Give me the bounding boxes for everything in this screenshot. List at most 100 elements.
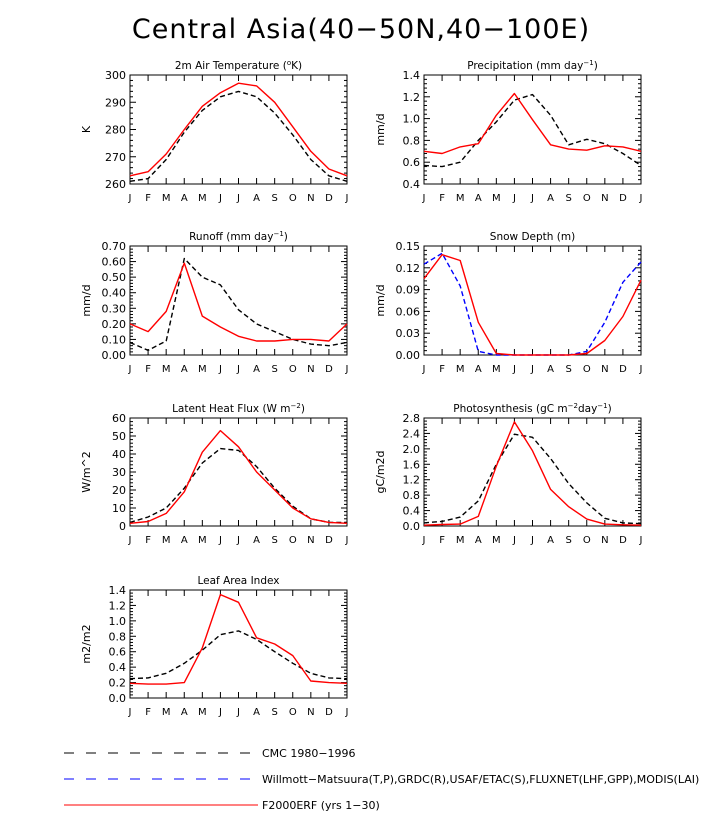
- y-tick-label: 50: [112, 430, 126, 443]
- plot-frame: [423, 245, 642, 356]
- y-axis-label: W/m^2: [80, 451, 93, 493]
- x-tick-label: J: [530, 535, 534, 546]
- x-tick-label: S: [565, 535, 571, 546]
- x-tick-label: A: [181, 193, 188, 204]
- series-line-1: [423, 93, 642, 168]
- x-tick-label: M: [456, 535, 465, 546]
- y-tick-label: 300: [105, 69, 126, 82]
- y-tick-label: 1.4: [403, 69, 421, 82]
- x-tick-label: M: [198, 193, 207, 204]
- x-tick-label: M: [198, 707, 207, 718]
- x-tick-label: D: [619, 535, 627, 546]
- y-tick-label: 0.06: [396, 305, 421, 318]
- x-tick-label: M: [456, 364, 465, 375]
- x-tick-label: J: [236, 535, 240, 546]
- x-tick-label: D: [325, 193, 333, 204]
- panel-6: Photosynthesis (gC m−2day−1) 0.0 0.4 0.8 1.2…: [374, 402, 642, 546]
- x-tick-label: A: [547, 535, 554, 546]
- x-tick-label: M: [198, 364, 207, 375]
- y-tick-label: 10: [112, 502, 126, 515]
- y-tick-label: 260: [105, 178, 126, 191]
- x-tick-label: A: [181, 535, 188, 546]
- x-tick-label: D: [325, 707, 333, 718]
- y-tick-label: 0.00: [102, 349, 127, 362]
- x-tick-label: J: [422, 193, 426, 204]
- x-tick-label: A: [475, 535, 482, 546]
- x-tick-label: F: [145, 707, 151, 718]
- x-tick-label: A: [181, 707, 188, 718]
- y-tick-label: 290: [105, 96, 126, 109]
- y-tick-label: 1.2: [403, 91, 421, 104]
- series-line-1: [423, 433, 642, 525]
- x-tick-label: S: [271, 707, 277, 718]
- x-tick-label: J: [218, 364, 222, 375]
- y-axis-label: K: [80, 125, 93, 133]
- y-tick-label: 0.8: [403, 489, 421, 502]
- x-tick-label: J: [639, 193, 643, 204]
- y-tick-label: 0.8: [403, 134, 421, 147]
- legend-label: F2000ERF (yrs 1−30): [262, 799, 380, 812]
- y-axis-label: mm/d: [374, 284, 387, 316]
- plot-frame: [423, 417, 642, 527]
- x-tick-label: J: [345, 193, 349, 204]
- legend-item-1: CMC 1980−1996: [64, 747, 356, 760]
- x-tick-label: O: [289, 535, 297, 546]
- x-tick-label: N: [601, 535, 608, 546]
- x-tick-label: J: [128, 535, 132, 546]
- y-axis-label: m2/m2: [80, 624, 93, 663]
- x-tick-label: J: [345, 364, 349, 375]
- figure-title: Central Asia(40−50N,40−100E): [131, 14, 591, 45]
- x-tick-label: J: [218, 193, 222, 204]
- x-tick-label: O: [289, 193, 297, 204]
- x-tick-label: J: [128, 707, 132, 718]
- y-tick-label: 1.6: [403, 458, 421, 471]
- y-tick-label: 2.4: [403, 427, 421, 440]
- x-tick-label: J: [236, 193, 240, 204]
- x-tick-label: J: [236, 364, 240, 375]
- x-tick-label: J: [530, 193, 534, 204]
- panel-3: Runoff (mm day−1) 0.00 0.10 0.20 0.30 0.40 0.5…: [80, 230, 348, 375]
- y-tick-label: 0.40: [102, 287, 127, 300]
- x-tick-label: M: [198, 535, 207, 546]
- y-tick-label: 0.03: [396, 327, 421, 340]
- x-tick-label: D: [619, 364, 627, 375]
- y-tick-label: 0.12: [396, 262, 421, 275]
- y-tick-label: 60: [112, 412, 126, 425]
- x-tick-label: F: [439, 193, 445, 204]
- panel-title: Runoff (mm day−1): [189, 230, 288, 243]
- y-tick-label: 40: [112, 448, 126, 461]
- x-tick-label: F: [145, 193, 151, 204]
- x-tick-label: N: [601, 364, 608, 375]
- legend-label: CMC 1980−1996: [262, 747, 356, 760]
- panel-title: Snow Depth (m): [490, 231, 575, 243]
- x-tick-label: D: [325, 535, 333, 546]
- plot-frame: [129, 245, 348, 356]
- x-tick-label: A: [253, 707, 260, 718]
- x-tick-label: J: [512, 364, 516, 375]
- x-tick-label: J: [218, 707, 222, 718]
- panel-5: Latent Heat Flux (W m−2) 0 10 20 30 40 50 60 W/m…: [80, 402, 348, 546]
- series-line-2: [423, 92, 642, 155]
- y-tick-label: 0.8: [109, 630, 127, 643]
- x-tick-label: S: [271, 193, 277, 204]
- y-tick-label: 1.4: [109, 584, 127, 597]
- x-tick-label: M: [492, 193, 501, 204]
- series-line-2: [129, 262, 348, 342]
- panel-7: Leaf Area Index 0.0 0.2 0.4 0.6 0.8 1.0 1.2 1.4 m…: [80, 575, 348, 718]
- series-line-1: [129, 447, 347, 524]
- x-tick-label: A: [547, 193, 554, 204]
- y-axis-label: mm/d: [80, 284, 93, 316]
- y-tick-label: 0.20: [102, 318, 127, 331]
- x-tick-label: J: [512, 193, 516, 204]
- x-tick-label: A: [547, 364, 554, 375]
- x-tick-label: J: [128, 193, 132, 204]
- y-tick-label: 0: [119, 520, 126, 533]
- x-tick-label: S: [271, 364, 277, 375]
- y-tick-label: 0.4: [403, 178, 421, 191]
- y-tick-label: 0.60: [102, 256, 127, 269]
- y-tick-label: 0.30: [102, 302, 127, 315]
- x-tick-label: O: [289, 364, 297, 375]
- series-line-1: [423, 252, 642, 356]
- y-tick-label: 0.70: [102, 240, 127, 253]
